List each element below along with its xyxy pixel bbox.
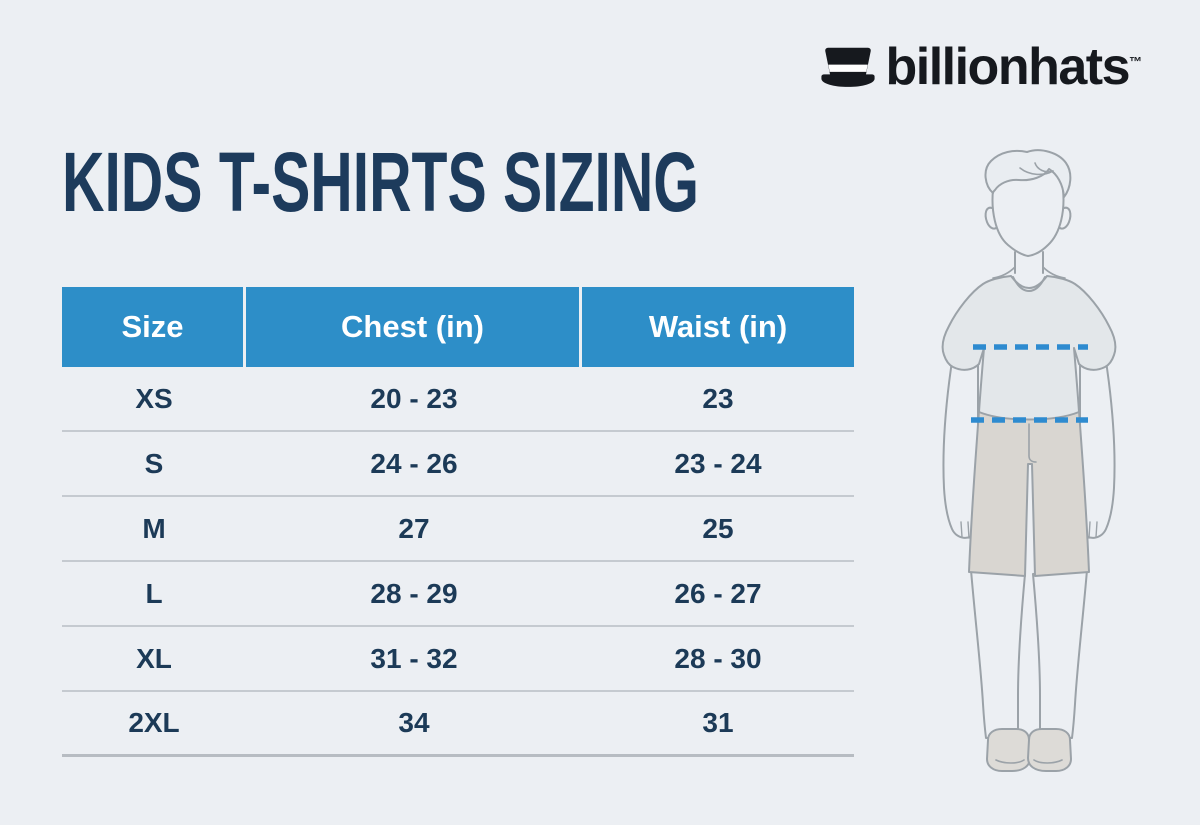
size-table: Size Chest (in) Waist (in) XS 20 - 23 23 S 2… [62,287,854,757]
size-cell: S [144,447,164,479]
hair [984,149,1072,198]
collar [1012,276,1046,292]
chest-cell: 27 [398,512,430,544]
waist-cell: 23 - 24 [674,447,762,479]
waist-column-header: Waist (in) [582,287,854,367]
chest-cell: 34 [398,707,430,738]
waist-cell: 26 - 27 [674,577,762,609]
top-hat-icon [820,47,875,87]
neck [1014,251,1044,274]
right-ear [1059,206,1072,230]
size-cell: M [142,512,166,544]
left-ear [984,206,997,230]
table-row: L 28 - 29 26 - 27 [62,562,854,627]
size-cell: 2XL [128,707,180,738]
table-row: 2XL 34 31 [62,692,854,757]
table-row: XL 31 - 32 28 - 30 [62,627,854,692]
hair-fringe [1019,162,1054,176]
chest-cell: 28 - 29 [370,577,458,609]
brand-name: billionhats™ [885,38,1143,96]
left-shoe [986,728,1031,772]
table-row: XS 20 - 23 23 [62,367,854,432]
chest-cell: 24 - 26 [370,447,458,479]
table-row: S 24 - 26 23 - 24 [62,432,854,497]
waist-cell: 25 [702,512,734,544]
size-cell: L [145,577,163,609]
size-table-body: XS 20 - 23 23 S 24 - 26 23 - 24 M 27 25 L 28 - 29 2… [62,367,854,757]
boy-measurement-illustration [941,149,1117,772]
chest-column-header: Chest (in) [246,287,579,367]
table-row: M 27 25 [62,497,854,562]
face [991,189,1065,257]
size-cell: XL [136,642,172,674]
chest-cell: 20 - 23 [370,382,458,414]
chest-cell: 31 - 32 [370,642,458,674]
waist-cell: 28 - 30 [674,642,762,674]
waist-cell: 23 [702,382,734,414]
table-header-row: Size Chest (in) Waist (in) [62,287,854,367]
size-column-header: Size [62,287,243,367]
right-leg [1032,569,1088,739]
trademark-symbol: ™ [1129,54,1142,69]
size-cell: XS [135,382,173,414]
left-leg [970,569,1026,739]
brand-logo: billionhats™ [819,38,1143,96]
t-shirt [941,275,1117,421]
page-title: KIDS T-SHIRTS SIZING [62,135,700,229]
waist-cell: 31 [702,707,734,738]
right-shoe [1027,728,1072,772]
